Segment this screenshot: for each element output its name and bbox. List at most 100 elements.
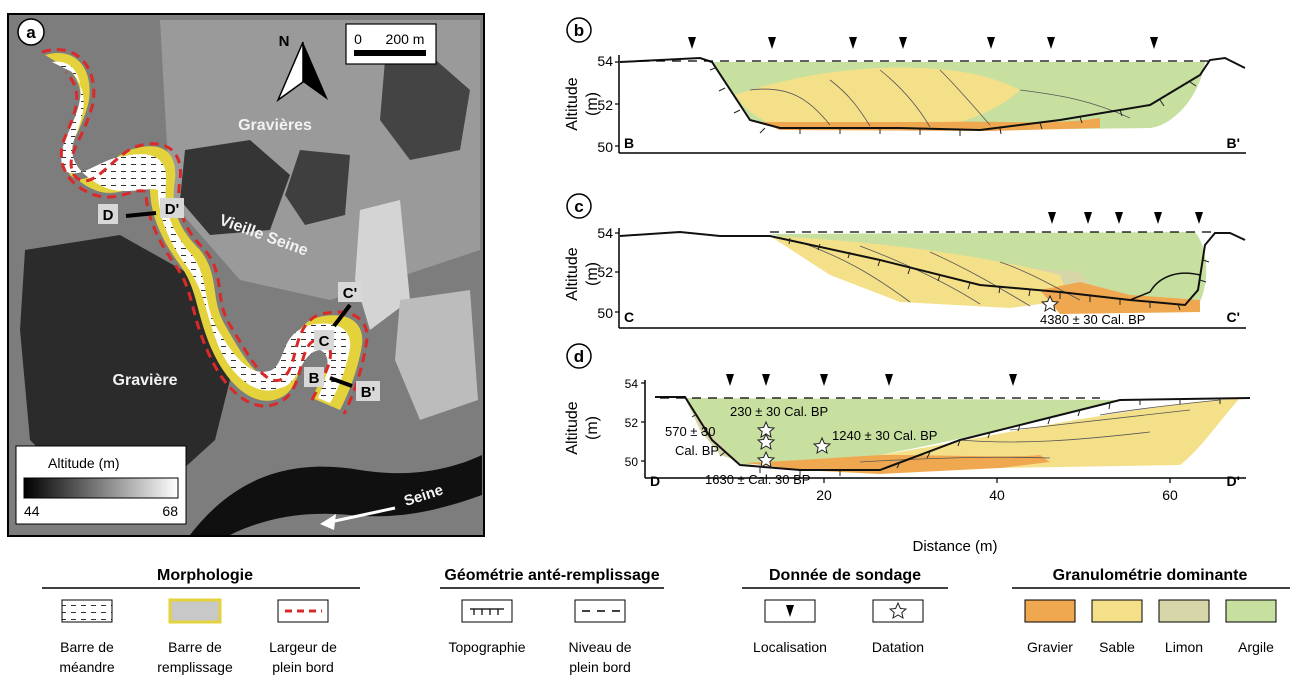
altitude-legend-title: Altitude (m) [48,455,120,471]
datation-star-c [1040,294,1060,313]
section-panel-d: d Altitude (m) 54 52 50 [564,343,1251,555]
panel-letter-a: a [26,23,36,42]
legend-fillbar-line2: remplissage [157,659,233,675]
legend-sondage: Donnée de sondage Localisation Datation [742,567,948,655]
north-label: N [279,33,290,50]
panel-letter-circle-c [566,193,592,219]
section-label-b: B [624,135,634,151]
gravel-pits-dark-3 [380,55,470,160]
datation-star-icon [888,601,908,620]
xtick-marks [823,478,1171,483]
localisation-marker-icon [786,605,794,617]
map-label-d: D [103,207,114,224]
meander-bar [52,61,351,403]
gravel-pits-dark-2 [285,150,350,225]
ytick-d-52: 52 [625,416,639,430]
topography-symbol-icon [470,608,504,615]
filled-channel-c [1129,272,1201,301]
panel-letter-d: d [574,347,584,366]
ytick-b-50: 50 [597,139,613,155]
legend-meander-line1: Barre de [60,639,114,655]
date-label-d-230: 230 ± 30 Cal. BP [730,404,828,419]
panel-letter-circle-b [566,17,592,43]
legend-argile: Argile [1238,639,1274,655]
map-label-c-prime: C' [343,285,357,302]
strata-lines-c [799,241,1081,307]
topography-ticks-c [788,237,1210,311]
ytick-marks-c [615,232,619,313]
topography-b [619,56,1246,132]
swatch-sable [1091,599,1143,623]
map-label-b: B [309,370,320,387]
date-label-d-1630: 1630 ± Cal. 30 BP [705,472,810,487]
section-panel-b: b Altitude (m) 54 52 50 [564,17,1246,155]
panel-letter-c: c [574,197,583,216]
swatch-topographie [461,599,513,623]
legend-localisation: Localisation [753,639,827,655]
panel-letter-circle-d [566,343,592,369]
ytick-d-50: 50 [625,455,639,469]
scale-box [345,23,437,65]
section-line-c [332,303,352,328]
legend-title-sondage: Donnée de sondage [769,567,921,584]
legend-limon: Limon [1165,639,1203,655]
legend-fillbar-line1: Barre de [168,639,222,655]
legend-morphologie: Morphologie Barre de méandre Barre de re… [42,567,360,675]
ytick-marks-b [615,61,619,147]
legend-title-morphologie: Morphologie [157,567,253,584]
legend-datation: Datation [872,639,924,655]
map-label-d-prime: D' [165,201,179,218]
date-label-d-1240: 1240 ± 30 Cal. BP [832,428,937,443]
ytick-c-50: 50 [597,305,613,321]
datation-stars-d [756,420,832,469]
section-panel-c: c Altitude (m) 54 52 50 4380 [564,193,1246,329]
swatch-fill-bar [168,598,222,624]
layer-argile-d [685,398,1120,465]
gravel-pits-dark [180,140,290,235]
label-gravieres: Gravières [238,117,312,134]
seine-river [190,455,482,535]
section-label-c-prime: C' [1227,309,1240,325]
topography-c [619,230,1246,307]
swatch-argile [1225,599,1277,623]
swatch-meander-bar [61,599,113,623]
svg-text:(m): (m) [584,416,601,440]
light-area-east [395,290,478,420]
label-graviere: Gravière [113,372,178,389]
layer-sable-b [735,67,1020,128]
ytick-d-54: 54 [625,377,639,391]
layer-sable-c [770,236,1070,308]
scale-min: 0 [354,31,362,47]
legend-sable: Sable [1099,639,1135,655]
svg-text:Altitude: Altitude [564,401,581,454]
topography-ticks-d [691,398,1221,476]
flow-arrow-icon [320,506,396,530]
ytick-b-52: 52 [597,97,613,113]
graviere-dark [20,235,235,490]
legend-title-granulometrie: Granulométrie dominante [1053,567,1248,584]
legend-bankfull-line1: Largeur de [269,639,337,655]
altitude-legend-min: 44 [24,503,40,519]
legend-niveau-line2: plein bord [569,659,631,675]
layer-sable-d [880,398,1240,470]
section-label-b-prime: B' [1227,135,1240,151]
ytick-c-52: 52 [597,264,613,280]
svg-text:Altitude: Altitude [564,77,581,130]
swatch-gravier [1024,599,1076,623]
legend-title-geometrie: Géométrie anté-remplissage [444,567,659,584]
section-line-b [329,376,353,388]
map-label-c: C [319,333,330,350]
scale-bar [354,50,426,56]
sondage-markers-c [1048,212,1203,224]
section-label-d: D [650,473,660,489]
legend-niveau-line1: Niveau de [568,639,631,655]
bankfull-width-line [41,48,369,415]
section-label-c: C [624,309,634,325]
map-label-b-prime: B' [361,384,375,401]
legend-meander-line2: méandre [59,659,114,675]
sondage-markers-d [726,374,1017,386]
map-panel: D D' C' C B B' Gravières Vieille Seine G… [7,13,485,537]
legend-geometrie: Géométrie anté-remplissage Topographie N… [440,567,664,675]
ytick-b-54: 54 [597,53,613,69]
